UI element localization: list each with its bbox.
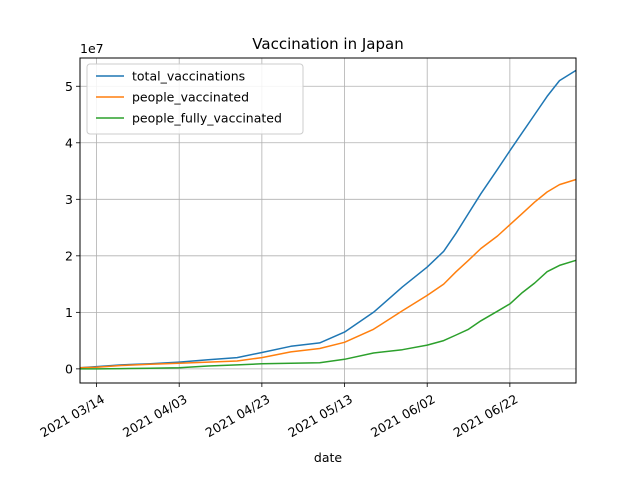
x-axis-label: date: [314, 450, 342, 465]
chart-title: Vaccination in Japan: [252, 35, 403, 53]
series-lines: [79, 69, 577, 370]
x-axis-ticks: 2021 03/14 2021 04/03 2021 04/23 2021 05/13…: [37, 383, 520, 440]
x-tick-label: 2021 06/02: [368, 391, 438, 440]
legend-box: [86, 63, 304, 135]
y-tick-label: 3: [65, 192, 73, 207]
legend-label-people-vaccinated: people_vaccinated: [132, 90, 249, 105]
legend: total_vaccinations people_vaccinatedpeopl…: [86, 63, 304, 135]
x-tick-label: 2021 06/22: [451, 391, 521, 440]
y-tick-label: 5: [65, 79, 73, 94]
x-tick-label: 2021 04/03: [120, 391, 190, 440]
legend-label-people-fully-vaccinated: people_fully_vaccinated: [132, 111, 282, 126]
series-line-total-vaccinations: [79, 69, 577, 369]
x-tick-label: 2021 05/13: [285, 391, 355, 440]
legend-label-total-vaccinations: total_vaccinations: [132, 69, 245, 84]
x-tick-label: 2021 03/14: [37, 391, 107, 440]
y-offset-label: 1e7: [80, 41, 104, 56]
y-tick-label: 1: [65, 305, 73, 320]
y-tick-label: 4: [65, 135, 73, 150]
series-line-people-vaccinated: [79, 178, 577, 369]
plot-frame: [79, 57, 577, 384]
y-axis-ticks: 0 1 2 3 4 5: [65, 79, 80, 376]
y-tick-label: 2: [65, 248, 73, 263]
series-line-people-fully-vaccinated: [80, 259, 577, 370]
y-tick-label: 0: [65, 361, 73, 376]
x-tick-label: 2021 04/23: [203, 391, 273, 440]
